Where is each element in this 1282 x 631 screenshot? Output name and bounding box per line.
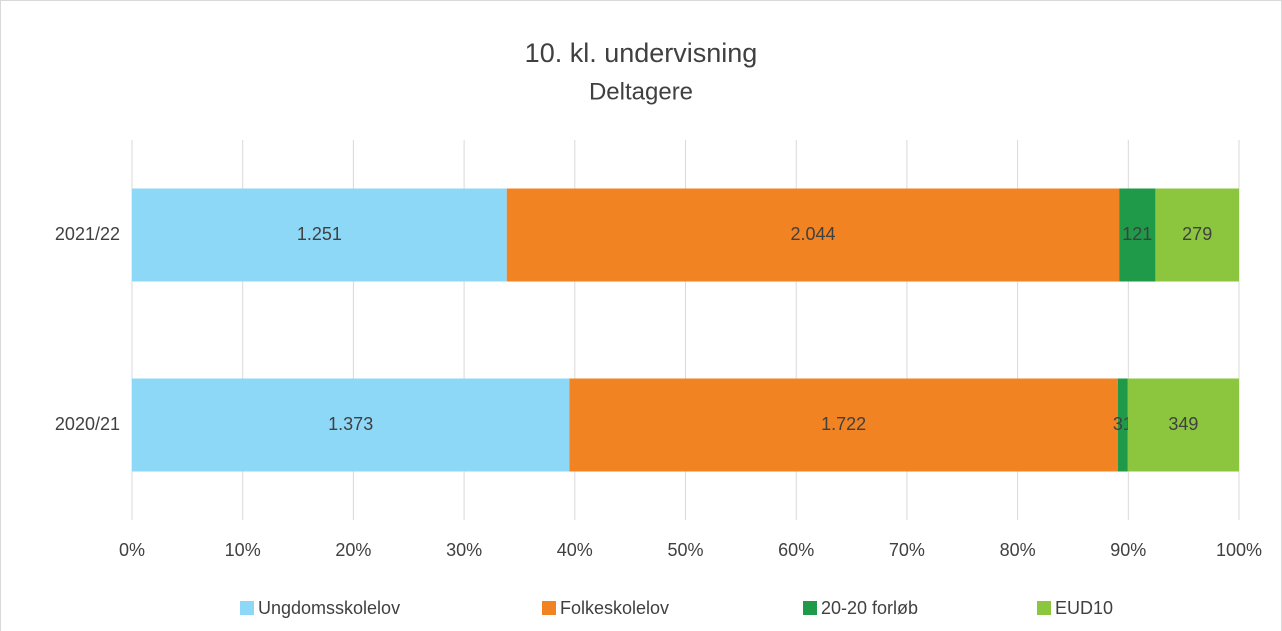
x-tick-label: 80% [1000, 540, 1036, 560]
legend-swatch [240, 601, 254, 615]
bar-segment [1117, 378, 1128, 472]
legend-swatch [803, 601, 817, 615]
chart-subtitle: Deltagere [589, 78, 693, 105]
x-tick-label: 10% [225, 540, 261, 560]
legend-label: EUD10 [1055, 598, 1113, 618]
legend-swatch [542, 601, 556, 615]
legend-label: Ungdomsskolelov [258, 598, 400, 618]
data-label: 1.722 [821, 414, 866, 434]
data-label: 2.044 [790, 224, 835, 244]
x-tick-label: 70% [889, 540, 925, 560]
data-label: 1.373 [328, 414, 373, 434]
bar-segment [569, 378, 1118, 472]
bar-segment [132, 378, 570, 472]
x-tick-label: 40% [557, 540, 593, 560]
bar-segment [132, 188, 507, 282]
data-label: 1.251 [297, 224, 342, 244]
x-tick-label: 90% [1110, 540, 1146, 560]
legend-swatch [1037, 601, 1051, 615]
x-tick-label: 0% [119, 540, 145, 560]
data-label: 279 [1182, 224, 1212, 244]
chart-title: 10. kl. undervisning [525, 38, 758, 68]
x-tick-label: 20% [335, 540, 371, 560]
bar-segment [1155, 188, 1239, 282]
data-label: 121 [1122, 224, 1152, 244]
legend-label: 20-20 forløb [821, 598, 918, 618]
bar-segment [1127, 378, 1239, 472]
legend-label: Folkeskolelov [560, 598, 669, 618]
x-tick-label: 60% [778, 540, 814, 560]
bar-segment [1119, 188, 1156, 282]
bar-segment [506, 188, 1120, 282]
x-tick-label: 30% [446, 540, 482, 560]
data-label: 349 [1168, 414, 1198, 434]
x-tick-label: 50% [667, 540, 703, 560]
y-tick-label: 2021/22 [55, 224, 120, 244]
y-tick-label: 2020/21 [55, 414, 120, 434]
x-tick-label: 100% [1216, 540, 1262, 560]
